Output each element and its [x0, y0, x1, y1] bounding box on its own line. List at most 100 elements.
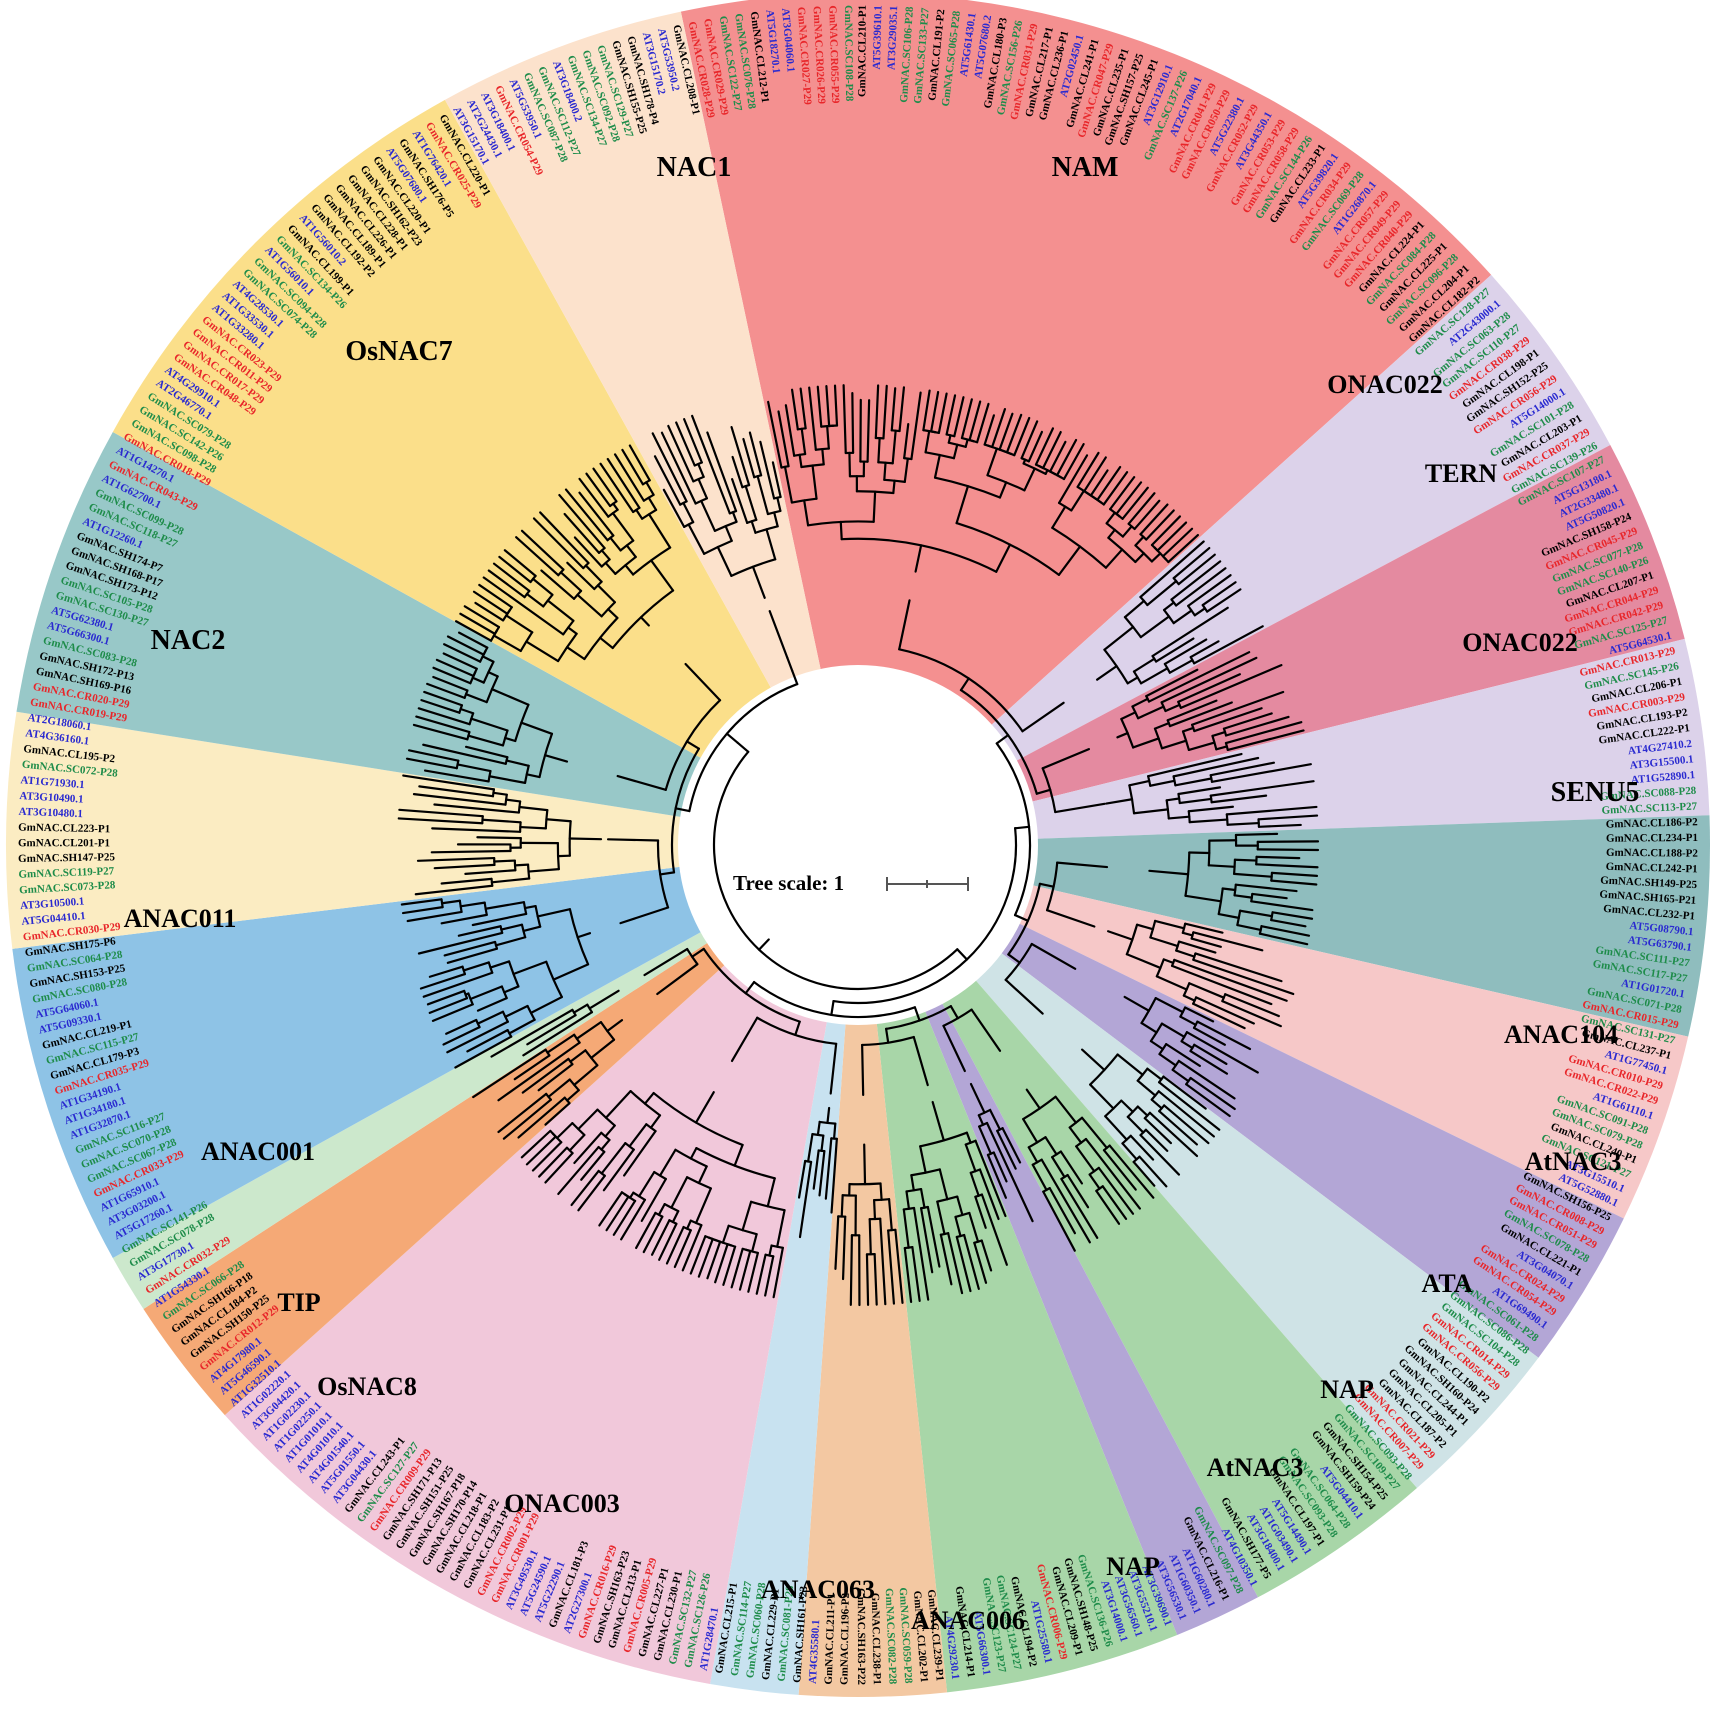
branch-line — [600, 1138, 611, 1151]
branch-line — [1193, 707, 1263, 733]
branch-line — [700, 499, 716, 532]
branch-line — [505, 759, 530, 767]
branch-line — [1192, 1002, 1246, 1030]
branch-line — [1126, 676, 1139, 685]
branch-line — [1166, 699, 1218, 722]
branch-line — [520, 721, 554, 735]
branch-line — [1184, 922, 1224, 934]
branch-line — [426, 682, 466, 699]
branch-line — [1070, 489, 1085, 512]
branch-line — [1083, 456, 1107, 493]
branch-line — [691, 947, 705, 958]
branch-line — [1051, 1156, 1066, 1179]
branch-line — [1056, 438, 1078, 477]
branch-line — [731, 478, 749, 524]
clade-sector-anac104 — [858, 845, 1689, 1219]
branch-line — [764, 1255, 775, 1297]
branch-line — [604, 1124, 616, 1138]
branch-line — [1059, 1150, 1084, 1185]
branch-line — [446, 1020, 509, 1054]
tree-branches — [397, 384, 1320, 1307]
branch-line — [1014, 825, 1031, 830]
branch-line — [1132, 1160, 1156, 1187]
branch-line — [1005, 413, 1023, 454]
branch-line — [546, 1033, 576, 1054]
branch-line — [1145, 509, 1175, 541]
branch-line — [766, 1177, 776, 1208]
branch-line — [545, 818, 572, 823]
branch-line — [1179, 664, 1283, 709]
clade-sector-ata — [858, 845, 1539, 1489]
leaf-label: GmNAC.SH163-P22 — [855, 1588, 867, 1685]
branch-line — [414, 884, 494, 896]
branch-line — [527, 868, 560, 873]
branch-line — [798, 1160, 813, 1239]
branch-line — [1180, 1040, 1194, 1050]
branch-line — [492, 791, 508, 796]
branch-line — [538, 1146, 568, 1178]
branch-line — [432, 675, 469, 692]
branch-line — [580, 1150, 606, 1181]
branch-line — [1168, 659, 1194, 674]
branch-line — [898, 386, 906, 433]
branch-line — [1233, 894, 1253, 899]
branch-line — [564, 488, 609, 542]
branch-line — [784, 404, 796, 457]
branch-line — [598, 1191, 623, 1227]
branch-line — [757, 938, 770, 951]
branch-line — [487, 569, 526, 599]
branch-line — [665, 1225, 685, 1265]
branch-line — [1257, 823, 1302, 828]
branch-line — [868, 1218, 872, 1256]
branch-line — [1131, 697, 1149, 708]
branch-line — [767, 400, 783, 469]
leaf-label: GmNAC.CL188-P2 — [1606, 847, 1699, 860]
branch-line — [515, 536, 560, 577]
branch-line — [606, 457, 641, 509]
branch-line — [423, 769, 490, 783]
branch-line — [569, 1049, 587, 1063]
branch-line — [1168, 701, 1233, 728]
leaf-label: AT3G10480.1 — [18, 806, 83, 821]
branch-line — [570, 1169, 600, 1207]
clade-label-anac104: ANAC104 — [1504, 1020, 1618, 1049]
branch-line — [942, 1024, 966, 1073]
branch-line — [811, 464, 818, 500]
branch-line — [658, 1222, 678, 1261]
branch-line — [1038, 882, 1055, 888]
branch-line — [821, 448, 825, 466]
branch-line — [492, 562, 531, 593]
branch-line — [963, 1233, 980, 1290]
branch-line — [565, 646, 586, 661]
branch-line — [407, 749, 460, 762]
branch-line — [887, 1229, 896, 1305]
branch-line — [547, 1078, 571, 1098]
branch-line — [462, 961, 490, 972]
branch-line — [985, 1121, 1034, 1223]
branch-line — [568, 837, 603, 841]
branch-line — [536, 908, 572, 918]
branch-line — [454, 1035, 513, 1069]
branch-line — [611, 512, 635, 542]
branch-line — [744, 485, 758, 521]
branch-line — [694, 1187, 712, 1225]
branch-line — [912, 1035, 929, 1087]
branch-line — [443, 643, 482, 663]
branch-line — [397, 817, 484, 825]
branch-line — [1185, 1083, 1231, 1118]
branch-line — [1149, 1040, 1164, 1051]
branch-line — [1128, 779, 1151, 787]
branch-line — [1271, 911, 1314, 920]
branch-line — [1136, 1079, 1157, 1097]
branch-line — [557, 1145, 600, 1196]
branch-line — [640, 1177, 667, 1222]
branch-line — [446, 635, 485, 656]
branch-line — [532, 517, 585, 570]
branch-line — [1021, 701, 1065, 733]
branch-line — [816, 1120, 821, 1137]
branch-line — [559, 571, 583, 593]
branch-line — [1056, 861, 1109, 869]
tree-center-disk — [678, 665, 1038, 1025]
branch-line — [1234, 883, 1298, 893]
branch-line — [1160, 656, 1258, 704]
